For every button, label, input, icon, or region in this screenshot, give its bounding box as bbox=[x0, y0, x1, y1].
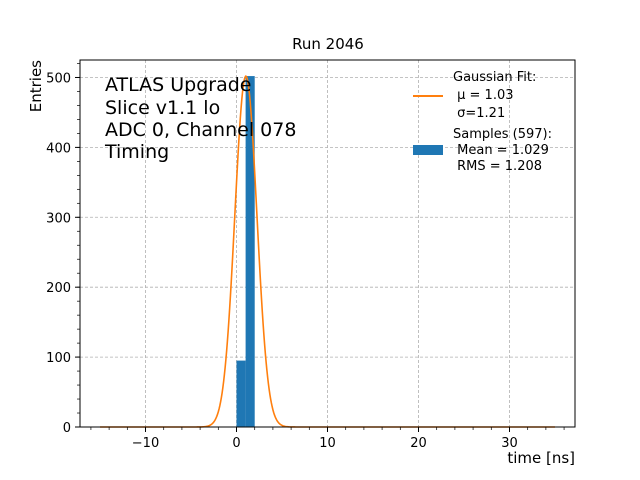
legend-samples-swatch bbox=[413, 145, 443, 155]
x-tick-label: 20 bbox=[410, 436, 427, 451]
histogram-bar bbox=[236, 360, 246, 427]
y-axis-label: Entries bbox=[27, 60, 45, 112]
x-tick-label: 0 bbox=[232, 436, 240, 451]
annotation-line: ATLAS Upgrade bbox=[105, 74, 251, 96]
legend-samples-mean: Mean = 1.029 bbox=[453, 143, 549, 158]
legend-fit-sigma: σ=1.21 bbox=[453, 106, 505, 121]
y-tick-label: 300 bbox=[46, 211, 71, 226]
annotation-box: ATLAS Upgrade Slice v1.1 lo ADC 0, Chann… bbox=[104, 74, 296, 163]
legend-fit-heading: Gaussian Fit: bbox=[453, 70, 536, 85]
legend-fit-mu: μ = 1.03 bbox=[453, 88, 514, 103]
legend: Gaussian Fit: μ = 1.03 σ=1.21 Samples (5… bbox=[413, 70, 552, 174]
annotation-line: ADC 0, Channel 078 bbox=[105, 119, 296, 141]
y-tick-label: 400 bbox=[46, 141, 71, 156]
annotation-line: Slice v1.1 lo bbox=[105, 97, 220, 119]
legend-samples-rms: RMS = 1.208 bbox=[453, 159, 542, 174]
y-tick-label: 100 bbox=[46, 351, 71, 366]
y-tick-label: 0 bbox=[63, 421, 71, 436]
chart-title: Run 2046 bbox=[292, 35, 364, 53]
x-tick-label: −10 bbox=[132, 436, 159, 451]
y-tick-label: 200 bbox=[46, 281, 71, 296]
annotation-line: Timing bbox=[104, 141, 169, 163]
x-tick-label: 10 bbox=[319, 436, 336, 451]
x-axis-label: time [ns] bbox=[507, 449, 575, 467]
histogram-bar bbox=[245, 76, 255, 427]
legend-samples-heading: Samples (597): bbox=[453, 127, 552, 142]
histogram-bars bbox=[236, 76, 255, 427]
y-tick-label: 500 bbox=[46, 71, 71, 86]
x-tick-label: 30 bbox=[501, 436, 518, 451]
